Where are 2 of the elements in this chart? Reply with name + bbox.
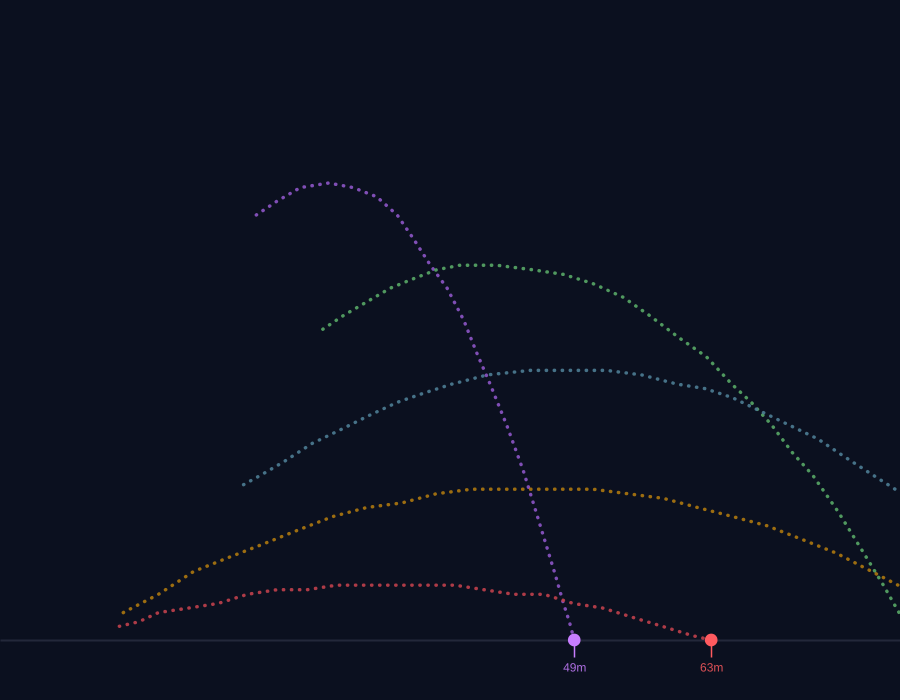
x-tick-label: 49m [563,660,586,674]
x-tick-label: 63m [700,660,724,674]
